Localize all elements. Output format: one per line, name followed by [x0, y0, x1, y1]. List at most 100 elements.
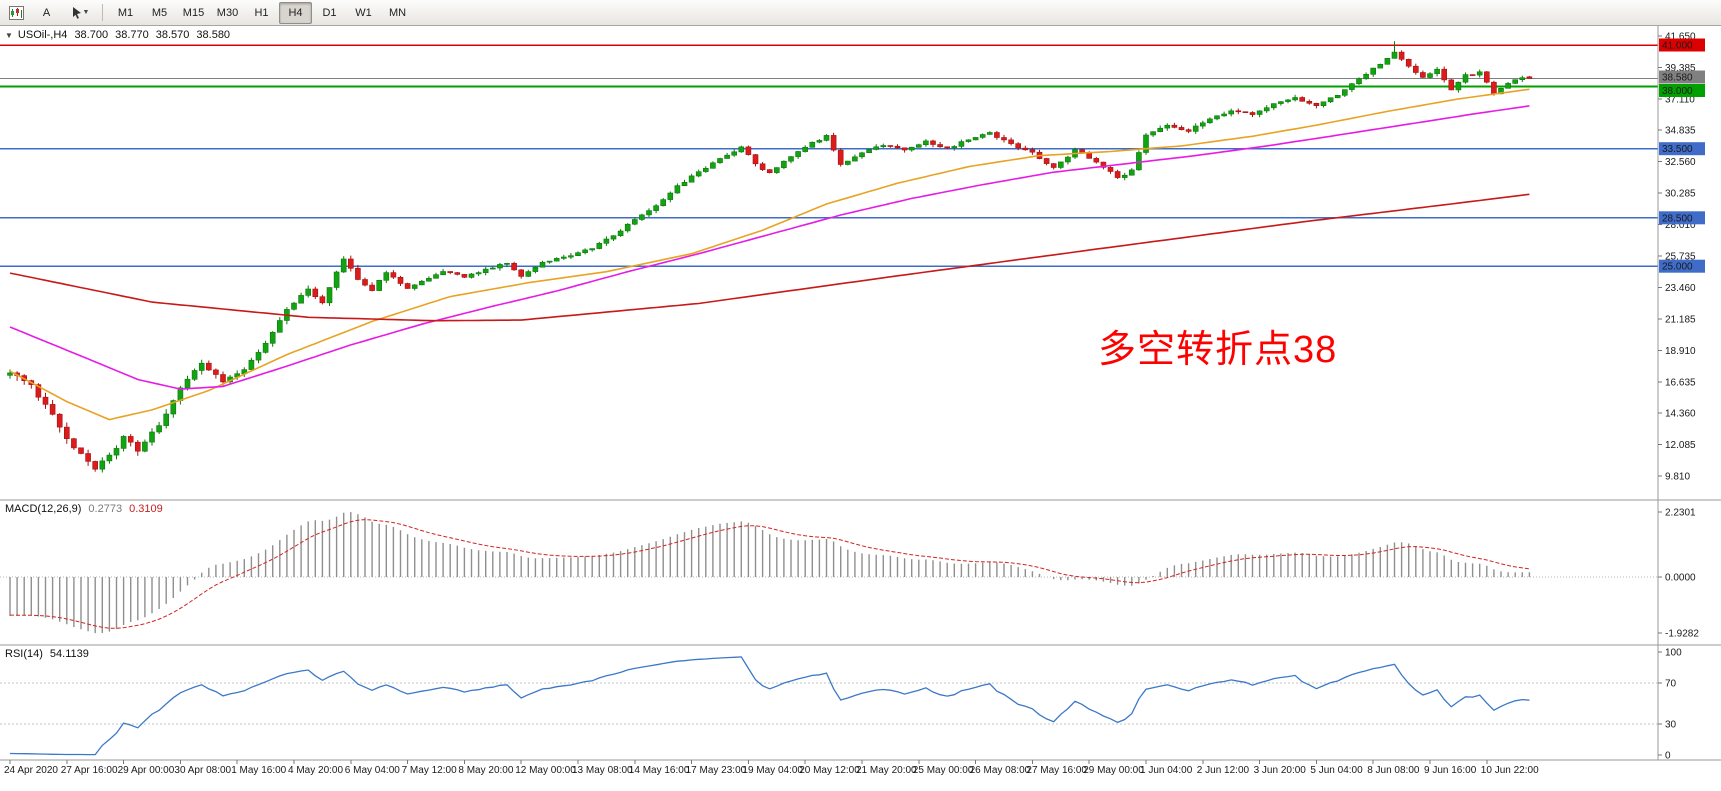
time-axis-label: 29 Apr 00:00 — [118, 765, 175, 776]
price-tick-label: 28.010 — [1665, 220, 1696, 231]
time-axis-label: 2 Jun 12:00 — [1197, 765, 1250, 776]
timeframe-m15-button[interactable]: M15 — [182, 6, 205, 19]
ma-mid-line[interactable] — [9, 105, 1530, 391]
time-axis-label: 26 May 08:00 — [970, 765, 1031, 776]
rsi-scale-label: 70 — [1665, 678, 1677, 689]
svg-text:33.500: 33.500 — [1662, 144, 1693, 155]
chart-annotation[interactable]: 多空转折点38 — [1098, 329, 1338, 371]
time-axis-label: 12 May 00:00 — [515, 765, 576, 776]
time-axis-label: 25 May 00:00 — [913, 765, 974, 776]
price-level-label: 38.000 — [1659, 84, 1705, 97]
ohlc-low: 38.570 — [155, 29, 190, 41]
price-tick-label: 39.385 — [1665, 63, 1696, 74]
price-tick-label: 16.635 — [1665, 377, 1696, 388]
time-axis-label: 8 Jun 08:00 — [1367, 765, 1420, 776]
svg-text:38.580: 38.580 — [1662, 73, 1693, 84]
cursor-icon — [72, 7, 81, 19]
timeframe-d1-button[interactable]: D1 — [322, 6, 337, 19]
ohlc-open: 38.700 — [74, 29, 109, 41]
ohlc-high: 38.770 — [115, 29, 149, 41]
mini-chart-icon — [8, 5, 24, 20]
time-axis-label: 1 Jun 04:00 — [1140, 765, 1193, 776]
price-tick-label: 12.085 — [1665, 440, 1696, 451]
charts-toolbar-icon[interactable] — [3, 2, 29, 24]
price-level-label: 38.580 — [1659, 70, 1705, 84]
time-axis-label: 6 May 04:00 — [345, 765, 400, 776]
time-axis-label: 27 May 16:00 — [1026, 765, 1087, 776]
macd-name-label: MACD(12,26,9) — [5, 503, 82, 515]
time-axis-label: 29 May 00:00 — [1083, 765, 1144, 776]
time-axis-label: 5 Jun 04:00 — [1310, 765, 1363, 776]
chart-title: ▼ USOil-,H4 38.700 38.770 38.570 38.580 — [5, 29, 230, 41]
price-tick-label: 9.810 — [1665, 472, 1690, 483]
macd-signal-line — [9, 519, 1530, 629]
ohlc-close: 38.580 — [196, 29, 231, 41]
price-tick-label: 41.650 — [1665, 32, 1696, 43]
macd-signal-value: 0.3109 — [129, 503, 163, 515]
time-axis-label: 17 May 23:00 — [686, 765, 747, 776]
macd-panel — [0, 512, 1658, 634]
macd-scale-label: 0.0000 — [1665, 573, 1696, 584]
toolbar: A ▼ M1 M5 M15 M30 H1 H4 D1 W1 MN — [0, 0, 1721, 26]
price-tick-label: 30.285 — [1665, 189, 1696, 200]
time-axis[interactable]: 24 Apr 2020 27 Apr 16:00 29 Apr 00:00 30 Ap… — [4, 760, 1539, 776]
time-axis-label: 9 Jun 16:00 — [1424, 765, 1477, 776]
price-tick-label: 18.910 — [1665, 346, 1696, 357]
price-tick-label: 21.185 — [1665, 314, 1696, 325]
symbol-period-label: USOil-,H4 — [17, 29, 68, 41]
price-tick-label: 32.560 — [1665, 157, 1696, 168]
macd-main-value: 0.2773 — [88, 503, 123, 515]
price-level-label: 25.000 — [1659, 259, 1705, 273]
price-scale[interactable]: 41.650 39.385 37.110 34.835 32.560 30.285 28.0… — [1658, 32, 1705, 762]
timeframe-buttons: M1 M5 M15 M30 H1 H4 D1 W1 MN — [109, 1, 414, 24]
svg-text:38.000: 38.000 — [1662, 86, 1693, 97]
rsi-scale-label: 100 — [1665, 648, 1682, 659]
time-axis-label: 21 May 20:00 — [856, 765, 917, 776]
time-axis-label: 1 May 16:00 — [231, 765, 286, 776]
ma-slow-line[interactable] — [9, 193, 1530, 322]
timeframe-h1-button[interactable]: H1 — [254, 6, 269, 19]
cursor-tool-button[interactable]: ▼ — [64, 2, 96, 24]
time-axis-label: 7 May 12:00 — [402, 765, 457, 776]
macd-scale-label: 2.2301 — [1665, 508, 1696, 519]
time-axis-label: 27 Apr 16:00 — [61, 765, 118, 776]
rsi-name-label: RSI(14) — [5, 648, 43, 660]
price-tick-label: 34.835 — [1665, 126, 1696, 137]
time-axis-label: 30 Apr 08:00 — [174, 765, 231, 776]
time-axis-label: 8 May 20:00 — [458, 765, 513, 776]
price-tick-label: 37.110 — [1665, 94, 1695, 105]
macd-scale-label: -1.9282 — [1665, 629, 1699, 640]
svg-text:25.000: 25.000 — [1662, 262, 1693, 273]
timeframe-m5-button[interactable]: M5 — [151, 6, 168, 19]
time-axis-label: 3 Jun 20:00 — [1254, 765, 1307, 776]
price-tick-label: 25.735 — [1665, 252, 1696, 263]
time-axis-label: 19 May 04:00 — [742, 765, 803, 776]
rsi-title: RSI(14) 54.1139 — [5, 648, 89, 660]
rsi-line — [9, 656, 1530, 756]
timeframe-m30-button[interactable]: M30 — [216, 6, 239, 19]
price-level-label: 33.500 — [1659, 142, 1705, 156]
svg-text:41.000: 41.000 — [1662, 41, 1693, 52]
rsi-scale-label: 0 — [1665, 751, 1671, 762]
time-axis-label: 14 May 16:00 — [629, 765, 690, 776]
rsi-value: 54.1139 — [49, 648, 89, 660]
toolbar-separator — [102, 4, 103, 21]
price-level-label: 28.500 — [1659, 211, 1705, 225]
rsi-panel — [0, 656, 1658, 756]
time-axis-label: 10 Jun 22:00 — [1481, 765, 1539, 776]
one-click-trading-toggle[interactable]: ▼ — [5, 30, 13, 40]
timeframe-mn-button[interactable]: MN — [388, 6, 407, 19]
price-tick-label: 23.460 — [1665, 283, 1696, 294]
text-annotation-tool-button[interactable]: A — [42, 6, 51, 19]
rsi-scale-label: 30 — [1665, 720, 1677, 731]
timeframe-h4-button[interactable]: H4 — [279, 1, 312, 24]
price-tick-label: 14.360 — [1665, 409, 1696, 420]
time-axis-label: 13 May 08:00 — [572, 765, 633, 776]
ma-fast-line[interactable] — [9, 88, 1530, 421]
price-level-label: 41.000 — [1659, 38, 1705, 52]
timeframe-w1-button[interactable]: W1 — [355, 6, 372, 19]
timeframe-m1-button[interactable]: M1 — [117, 6, 134, 19]
time-axis-label: 24 Apr 2020 — [4, 765, 58, 776]
